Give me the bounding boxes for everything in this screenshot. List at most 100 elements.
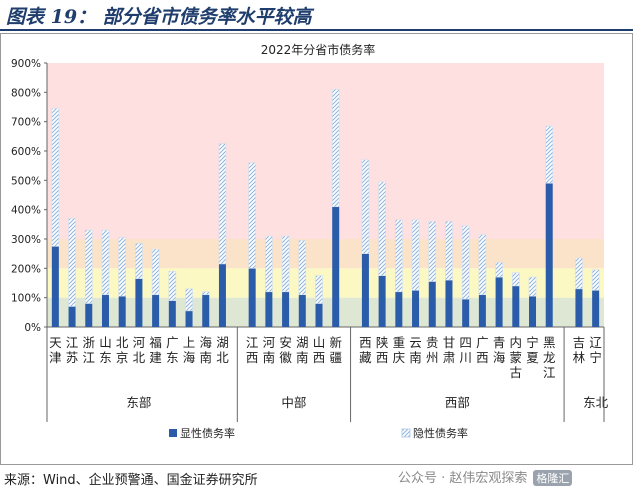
x-label-char: 苏 <box>66 350 79 365</box>
bar-hidden-福建 <box>151 248 160 296</box>
x-label-char: 南 <box>199 350 212 365</box>
bar-explicit-宁夏 <box>529 296 537 327</box>
x-label-char: 山 <box>313 335 326 350</box>
x-label-char: 安 <box>279 335 292 350</box>
bar-explicit-北京 <box>118 296 126 327</box>
bar-hidden-青海 <box>495 262 503 278</box>
x-label-char: 吉 <box>573 335 586 350</box>
x-label-char: 林 <box>573 350 586 365</box>
debt-ratio-chart: 2022年分省市债务率 0% 100% 200% 300% 400% 500% 600% 70… <box>0 33 633 465</box>
bar-hidden-甘肃 <box>445 221 453 281</box>
x-label-char: 西 <box>313 350 326 365</box>
x-label-char: 疆 <box>329 350 342 365</box>
bar-hidden-山东 <box>101 229 110 296</box>
x-label-char: 重 <box>393 335 406 350</box>
bar-explicit-四川 <box>462 299 470 327</box>
bar-explicit-甘肃 <box>445 280 453 327</box>
bar-hidden-河北 <box>135 243 143 279</box>
watermark: 公众号 · 赵伟宏观探索 格隆汇 <box>398 467 573 486</box>
x-label-char: 龙 <box>543 350 556 365</box>
group-label-东北: 东北 <box>583 395 609 410</box>
x-label-char: 辽 <box>589 335 602 350</box>
bar-explicit-山东 <box>101 294 109 327</box>
bar-hidden-贵州 <box>428 221 437 282</box>
bar-hidden-内蒙古 <box>512 272 520 287</box>
x-label-char: 津 <box>49 350 62 365</box>
band-3 <box>47 63 604 239</box>
bar-hidden-江苏 <box>68 218 76 307</box>
x-label-char: 广 <box>166 335 179 350</box>
bar-explicit-重庆 <box>395 291 403 327</box>
x-label-char: 内 <box>510 335 523 350</box>
y-tick-label: 900% <box>11 58 41 70</box>
x-label-char: 江 <box>66 335 79 350</box>
x-label-char: 江 <box>246 335 259 350</box>
x-label-char: 庆 <box>393 350 406 365</box>
bar-hidden-安徽 <box>281 235 290 293</box>
bar-explicit-云南 <box>412 290 420 327</box>
legend-swatch-explicit <box>169 429 177 437</box>
x-label-char: 东 <box>166 350 179 365</box>
bar-explicit-广西 <box>478 294 486 327</box>
y-tick-label: 500% <box>11 175 41 187</box>
bar-explicit-江西 <box>248 268 256 327</box>
x-label-char: 西 <box>246 350 259 365</box>
x-label-char: 甘 <box>443 335 456 350</box>
bar-hidden-新疆 <box>331 89 340 208</box>
x-label-char: 建 <box>149 350 162 365</box>
bar-hidden-山西 <box>315 275 323 304</box>
x-label-char: 藏 <box>359 350 372 365</box>
x-label-char: 江 <box>543 365 556 380</box>
figure-title: 图表 19： 部分省市债务率水平较高 <box>6 6 312 28</box>
band-1 <box>47 268 604 298</box>
bar-hidden-江西 <box>248 162 256 269</box>
y-tick-label: 200% <box>11 263 41 275</box>
x-label-char: 古 <box>510 365 523 380</box>
bar-explicit-黑龙江 <box>545 183 553 327</box>
band-0 <box>47 297 604 327</box>
x-label-char: 宁 <box>526 335 539 350</box>
watermark-text: 公众号 · 赵伟宏观探索 <box>398 471 528 486</box>
x-label-char: 北 <box>216 350 229 365</box>
x-label-char: 肃 <box>443 350 456 365</box>
bar-hidden-北京 <box>118 237 126 297</box>
x-label-char: 上 <box>183 335 196 350</box>
x-label-char: 夏 <box>526 350 539 365</box>
legend-swatch-hidden <box>401 428 411 438</box>
y-tick-label: 800% <box>11 87 41 99</box>
bar-hidden-河南 <box>265 235 273 293</box>
x-label-char: 福 <box>149 335 162 350</box>
x-label-char: 江 <box>83 350 96 365</box>
bar-hidden-宁夏 <box>528 276 537 297</box>
bar-explicit-江苏 <box>68 306 76 327</box>
y-tick-label: 600% <box>11 146 41 158</box>
x-label-char: 蒙 <box>510 350 523 365</box>
x-label-char: 湖 <box>216 335 229 350</box>
bar-hidden-重庆 <box>395 219 403 293</box>
bar-hidden-吉林 <box>575 257 583 290</box>
x-label-char: 海 <box>183 350 196 365</box>
band-2 <box>47 239 604 269</box>
x-label-char: 东 <box>99 350 112 365</box>
x-label-char: 川 <box>459 350 472 365</box>
bar-hidden-浙江 <box>84 229 93 304</box>
bar-explicit-贵州 <box>428 281 436 327</box>
source-note: 来源：Wind、企业预警通、国金证券研究所 <box>4 473 258 488</box>
y-tick-label: 300% <box>11 234 41 246</box>
bar-hidden-云南 <box>411 219 420 291</box>
bar-explicit-湖南 <box>298 294 306 327</box>
x-label-char: 湖 <box>296 335 309 350</box>
bar-explicit-湖北 <box>218 263 226 327</box>
bar-explicit-辽宁 <box>592 290 600 327</box>
x-label-char: 河 <box>263 335 276 350</box>
x-label-char: 南 <box>296 350 309 365</box>
bar-hidden-辽宁 <box>591 269 600 291</box>
x-label-char: 山 <box>99 335 112 350</box>
bar-explicit-河南 <box>265 291 273 327</box>
x-label-char: 京 <box>116 350 129 365</box>
x-label-char: 广 <box>476 335 489 350</box>
x-label-char: 海 <box>493 350 506 365</box>
x-label-char: 新 <box>329 335 342 350</box>
bar-hidden-广东 <box>168 270 177 301</box>
x-label-char: 云 <box>409 335 422 350</box>
